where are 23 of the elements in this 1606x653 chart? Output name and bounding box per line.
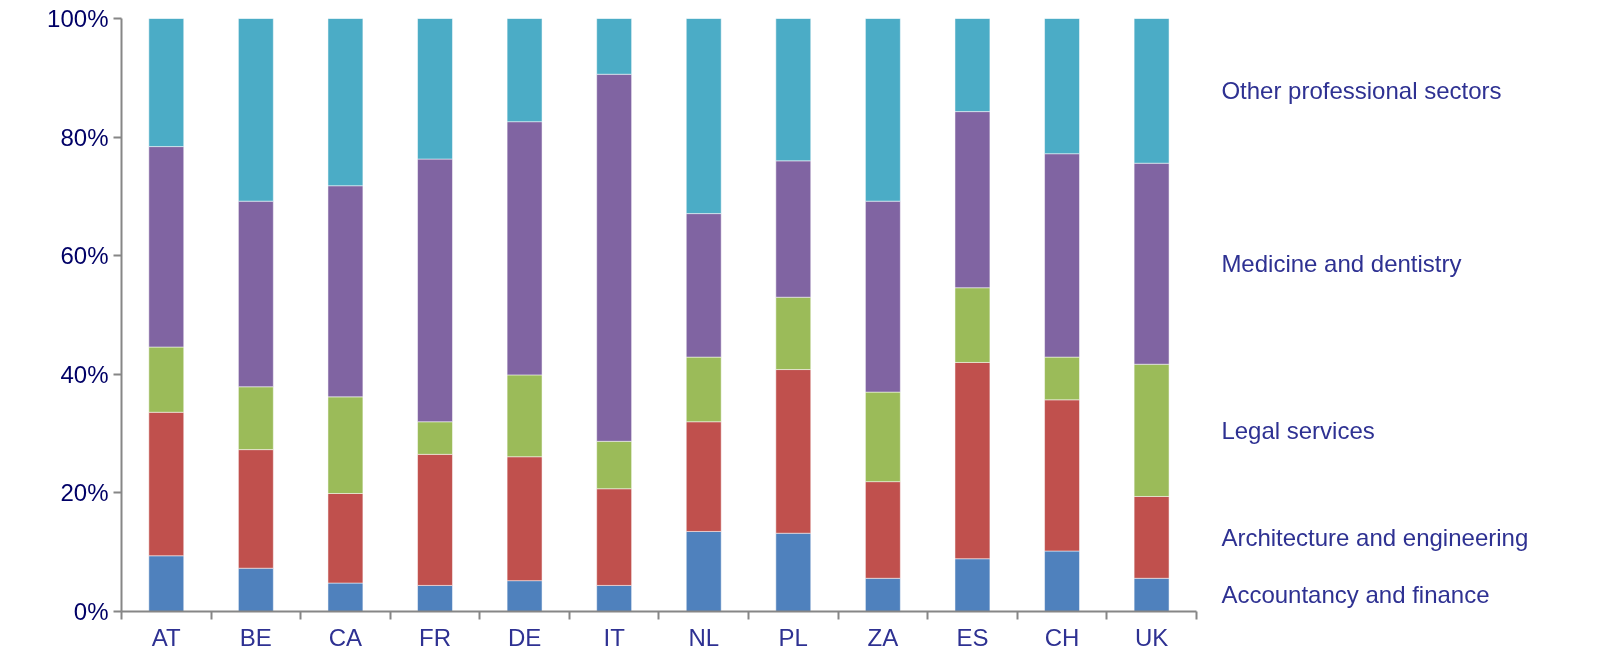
y-tick-label: 80% [60, 123, 109, 151]
y-tick-label: 40% [60, 360, 109, 388]
x-tick-label: FR [419, 623, 452, 651]
x-tick-label: CH [1044, 623, 1080, 651]
x-tick-label: AT [151, 623, 182, 651]
text: Legal services [1221, 416, 1375, 444]
text: Medicine and dentistry [1221, 250, 1462, 278]
x-tick-label: ES [956, 623, 989, 651]
x-tick-label: ZA [867, 623, 899, 651]
text: Architecture and engineering [1221, 523, 1529, 551]
text: Other professional sectors [1221, 77, 1502, 105]
x-tick-label: PL [778, 623, 808, 651]
x-tick-label: DE [507, 623, 542, 651]
y-tick-label: 20% [60, 479, 109, 507]
x-tick-label: IT [603, 623, 626, 651]
x-tick-label: CA [328, 623, 363, 651]
x-tick-label: UK [1134, 623, 1169, 651]
x-tick-label: NL [688, 623, 720, 651]
y-tick-label: 0% [73, 598, 109, 625]
x-tick-label: BE [239, 623, 272, 651]
y-tick-label: 100% [47, 5, 109, 32]
y-tick-label: 60% [60, 242, 109, 270]
text: Accountancy and finance [1221, 581, 1490, 609]
